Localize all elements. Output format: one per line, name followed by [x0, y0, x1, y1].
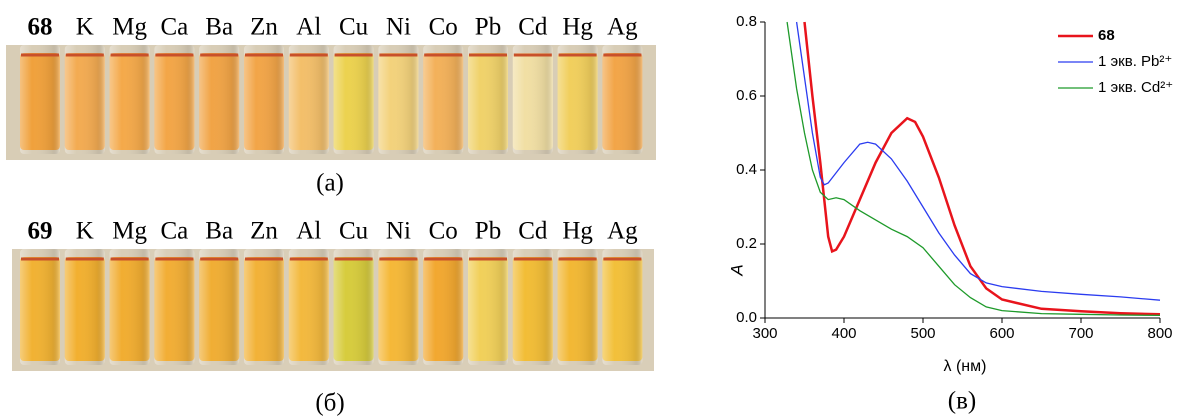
vial-label: Cd	[518, 218, 548, 245]
legend-label: 1 экв. Cd²⁺	[1098, 79, 1173, 96]
vial-label: Mg	[112, 218, 147, 245]
series-line	[803, 21, 1161, 316]
vial-label: Cd	[518, 14, 548, 41]
vial-glass	[109, 45, 150, 154]
vial-label: Pb	[475, 14, 501, 41]
vial-label: Co	[429, 218, 458, 245]
vial-label: Ca	[161, 14, 189, 41]
caption-b: (б)	[315, 390, 344, 417]
x-tick-label: 800	[1147, 325, 1172, 342]
vial-glass	[468, 45, 508, 154]
vial-label: Pb	[475, 218, 501, 245]
x-tick-label: 500	[910, 325, 935, 342]
vial-glass	[333, 45, 374, 154]
vial-glass	[557, 45, 598, 154]
vial-label: Ni	[386, 14, 411, 41]
vial-label: Hg	[562, 14, 593, 41]
vial-label: Cu	[339, 218, 369, 245]
y-tick-label: 0.0	[736, 309, 757, 326]
vial-label: Ba	[205, 218, 233, 245]
vial-glass	[244, 45, 284, 154]
vial-glass	[288, 249, 329, 365]
y-axis-label: A	[727, 264, 746, 276]
x-tick-label: 400	[831, 325, 856, 342]
vial-label: Ba	[205, 14, 233, 41]
caption-c: (в)	[948, 388, 976, 415]
vial-glass	[557, 249, 598, 365]
x-axis-label: λ (нм)	[944, 358, 987, 375]
vial-label: Al	[296, 218, 321, 245]
vial-glass	[288, 45, 329, 154]
vial-glass	[154, 45, 195, 154]
vial-glass	[468, 249, 508, 365]
vial-glass	[109, 249, 150, 365]
vial-label: 68	[28, 14, 53, 41]
vial-glass	[378, 45, 419, 154]
vial-glass	[154, 249, 195, 365]
x-tick-label: 300	[752, 325, 777, 342]
legend-label: 1 экв. Pb²⁺	[1098, 53, 1172, 70]
vial-label: Ag	[607, 14, 638, 41]
vial-glass	[602, 45, 643, 154]
vial-label: K	[76, 14, 94, 41]
y-tick-label: 0.6	[736, 87, 757, 104]
vial-label: Zn	[250, 218, 278, 245]
y-tick-label: 0.2	[736, 235, 757, 252]
vial-glass	[20, 249, 60, 365]
vial-label: Ni	[386, 218, 411, 245]
legend-label: 68	[1098, 27, 1115, 44]
x-tick-label: 600	[989, 325, 1014, 342]
series-line	[786, 21, 1161, 317]
vial-glass	[333, 249, 374, 365]
vial-label: Al	[296, 14, 321, 41]
vial-label: Zn	[250, 14, 278, 41]
vial-glass	[602, 249, 643, 365]
vial-glass	[423, 249, 464, 365]
vial-glass	[20, 45, 60, 154]
vial-glass	[199, 45, 240, 154]
x-tick-label: 700	[1068, 325, 1093, 342]
vial-label: 69	[28, 218, 53, 245]
vial-glass	[512, 249, 553, 365]
vial-label: K	[76, 218, 94, 245]
vial-glass	[64, 45, 105, 154]
caption-a: (a)	[316, 170, 344, 197]
vial-label: Co	[429, 14, 458, 41]
vial-label: Ag	[607, 218, 638, 245]
vial-label: Hg	[562, 218, 593, 245]
vial-glass	[199, 249, 240, 365]
y-tick-label: 0.4	[736, 161, 757, 178]
vial-glass	[423, 45, 464, 154]
vial-glass	[512, 45, 553, 154]
vial-label: Mg	[112, 14, 147, 41]
vial-glass	[378, 249, 419, 365]
series-line	[795, 21, 1161, 301]
y-tick-label: 0.8	[736, 13, 757, 30]
vial-label: Cu	[339, 14, 369, 41]
vial-label: Ca	[161, 218, 189, 245]
vial-glass	[64, 249, 105, 365]
vial-glass	[244, 249, 284, 365]
